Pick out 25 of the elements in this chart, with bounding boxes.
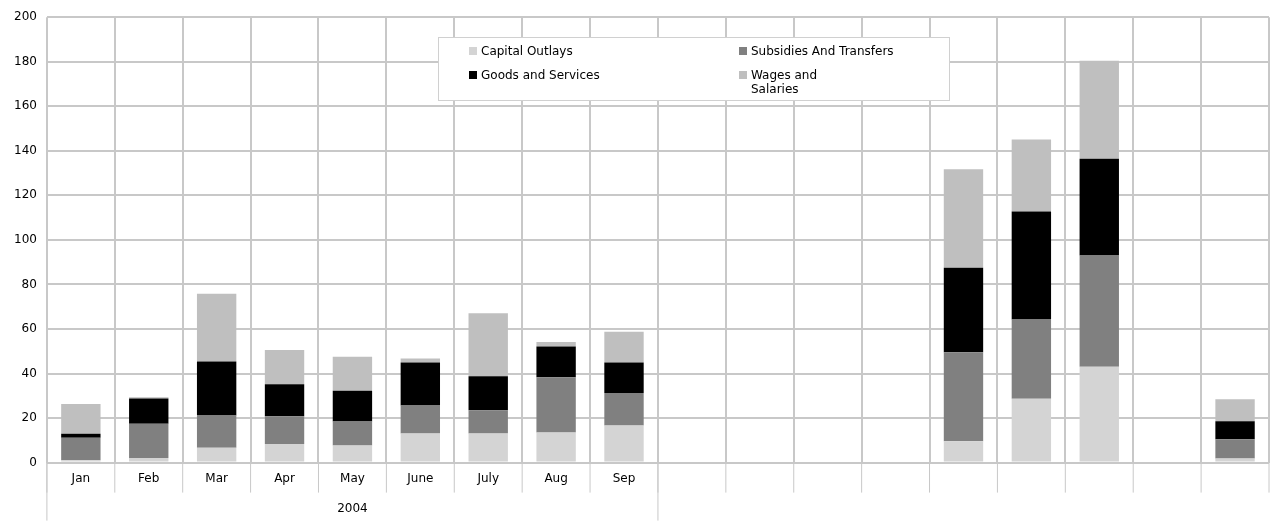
y-tick-label: 140 (14, 142, 37, 157)
x-tick-label: July (476, 470, 500, 485)
y-tick-label: 200 (14, 9, 37, 24)
x-tick-label: Aug (544, 470, 568, 485)
x-tick-label: Feb (138, 470, 160, 485)
y-tick-label: 0 (29, 454, 37, 469)
legend-label: Subsidies And Transfers (751, 44, 894, 58)
y-tick-label: 100 (14, 232, 37, 247)
legend-label: Goods and Services (481, 68, 600, 82)
x-tick-label: Apr (274, 470, 295, 485)
legend-label: Capital Outlays (481, 44, 573, 58)
x-tick-label: Mar (205, 470, 229, 485)
y-tick-label: 180 (14, 53, 37, 68)
x-tick-label: May (340, 470, 365, 485)
y-tick-label: 80 (21, 276, 37, 291)
y-tick-label: 160 (14, 98, 37, 113)
x-tick-label: Jan (70, 470, 91, 485)
y-tick-label: 60 (21, 321, 37, 336)
x-tick-label: June (406, 470, 434, 485)
legend-label: Wages and Salaries (751, 68, 819, 96)
x-tick-label: Sep (612, 470, 636, 485)
text: 2004 (337, 500, 368, 515)
y-tick-label: 120 (14, 187, 37, 202)
y-tick-label: 40 (21, 365, 37, 380)
y-tick-label: 20 (21, 410, 37, 425)
